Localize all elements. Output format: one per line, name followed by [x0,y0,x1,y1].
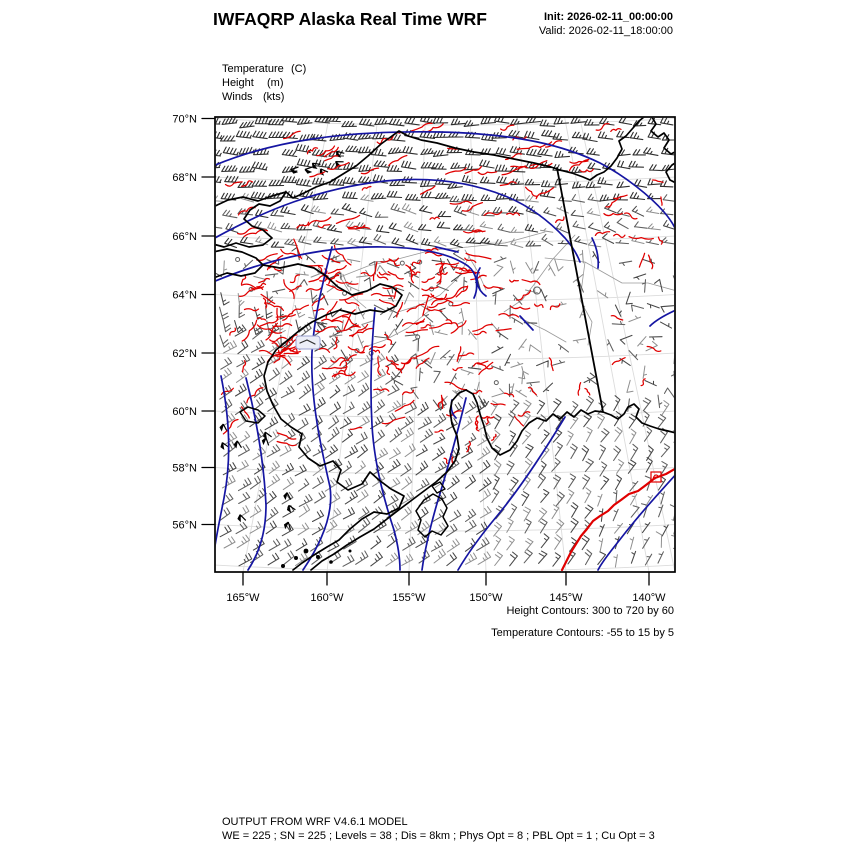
wind-barbs-dark [215,117,675,249]
lat-tick-label: 70°N [172,114,197,126]
temperature-contour-fragments [220,122,664,464]
map-frame [201,116,676,586]
lat-tick-label: 66°N [172,231,197,243]
alaska-canada-border [556,167,604,413]
coastline [215,248,264,279]
station-markers-layer [295,286,662,483]
lon-tick-label: 155°W [392,592,426,604]
height-contours-layer [215,130,675,571]
coastline [310,389,675,571]
small-island [316,555,320,559]
footer-config-line: WE = 225 ; SN = 225 ; Levels = 38 ; Dis … [222,830,655,842]
height-contour-lines [215,130,675,571]
lon-tick-label: 145°W [549,592,583,604]
footer-model-line: OUTPUT FROM WRF V4.6.1 MODEL [222,816,408,828]
temperature-label-glyph [652,474,659,480]
axis-ticks [201,117,650,586]
lon-tick-label: 160°W [310,592,344,604]
valid-time-label: Valid: 2026-02-11_18:00:00 [539,25,673,37]
small-island [303,548,309,554]
legend-height-label: Height [222,77,254,89]
temperature-contour-line [560,468,675,572]
lat-tick-label: 64°N [172,290,197,302]
temperature-contour-info: Temperature Contours: -55 to 15 by 5 [491,627,674,639]
small-island [294,556,298,560]
coastline [650,117,675,155]
lat-tick-label: 60°N [172,406,197,418]
temperature-contour-main [560,468,675,572]
lat-tick-label: 58°N [172,463,197,475]
axis-tick-labels: 70°N 68°N 66°N 64°N 62°N 60°N 58°N 56°N 165°W 160… [172,114,666,605]
temperature-label-box [650,471,662,483]
station-highlight-barb [299,339,316,345]
coastline [215,117,645,207]
station-highlight-box [295,335,321,350]
legend-height-unit: (m) [267,77,284,89]
small-island [329,560,333,564]
legend-winds-label: Winds [222,91,253,103]
lat-tick-label: 62°N [172,348,197,360]
kodiak-island [415,493,449,538]
small-island [281,564,285,568]
legend-temperature-label: Temperature [222,63,284,75]
legend-temperature-unit: (C) [291,63,306,75]
height-contour-info: Height Contours: 300 to 720 by 60 [506,605,674,617]
coastline [665,162,675,184]
small-island [348,549,352,553]
black-flag-marks [219,150,345,530]
calm-circles [235,257,499,386]
page-title: IWFAQRP Alaska Real Time WRF [213,9,487,29]
field-legend: Temperature (C) Height (m) Winds (kts) [222,63,306,103]
rivers-zones-layer [339,231,675,349]
coastline [262,263,405,571]
wind-barbs [215,195,675,567]
temperature-contours-layer [220,122,664,464]
afognak-island [431,481,446,494]
wind-barbs [215,193,675,567]
lon-tick-label: 140°W [632,592,666,604]
nunivak-island [239,406,266,424]
coastline [215,191,287,248]
lat-tick-label: 68°N [172,172,197,184]
wind-barbs-layer [215,117,675,568]
map-border [214,116,676,573]
legend-winds-unit: (kts) [263,91,284,103]
init-time-label: Init: 2026-02-11_00:00:00 [544,11,673,23]
coastline-layer [215,117,675,571]
lon-tick-label: 165°W [226,592,260,604]
calm-circle [533,286,542,295]
lat-tick-label: 56°N [172,520,197,532]
lon-tick-label: 150°W [469,592,503,604]
